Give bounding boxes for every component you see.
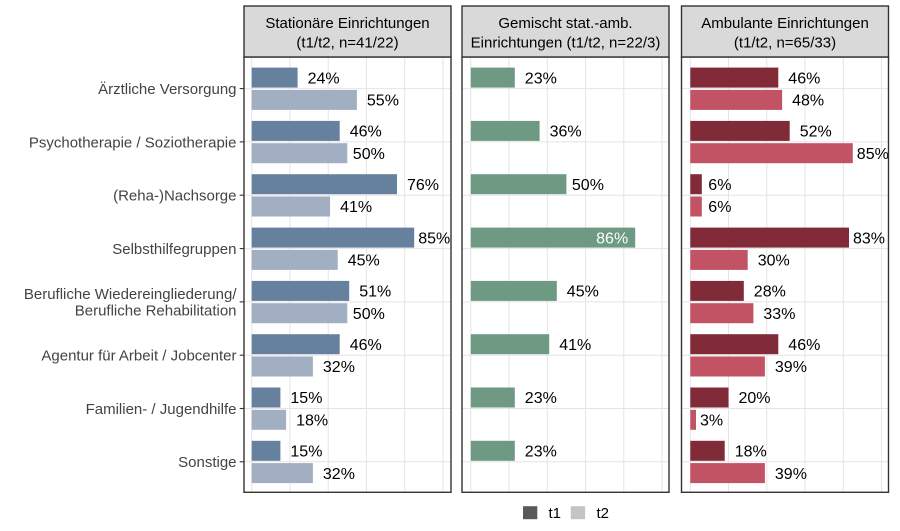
svg-text:18%: 18% [735,444,767,461]
svg-text:50%: 50% [353,306,385,323]
svg-text:33%: 33% [763,306,795,323]
svg-text:85%: 85% [857,146,889,163]
svg-text:t1: t1 [549,505,562,522]
svg-text:Ambulante Einrichtungen: Ambulante Einrichtungen [701,15,869,32]
svg-text:Familien- / Jugendhilfe: Familien- / Jugendhilfe [86,401,237,418]
svg-text:83%: 83% [853,230,885,247]
svg-text:(t1/t2, n=41/22): (t1/t2, n=41/22) [296,34,398,51]
svg-text:3%: 3% [700,413,723,430]
svg-text:50%: 50% [353,146,385,163]
svg-text:6%: 6% [708,177,731,194]
svg-text:(t1/t2, n=65/33): (t1/t2, n=65/33) [734,34,836,51]
svg-text:t2: t2 [597,505,610,522]
svg-text:32%: 32% [323,466,355,483]
svg-text:Agentur für Arbeit / Jobcenter: Agentur für Arbeit / Jobcenter [41,348,236,365]
svg-text:24%: 24% [308,70,340,87]
svg-text:6%: 6% [708,199,731,216]
svg-text:32%: 32% [323,359,355,376]
svg-text:46%: 46% [788,70,820,87]
svg-text:85%: 85% [418,230,450,247]
svg-text:46%: 46% [350,124,382,141]
svg-text:(Reha-)Nachsorge: (Reha-)Nachsorge [113,188,236,205]
svg-text:Stationäre Einrichtungen: Stationäre Einrichtungen [265,15,429,32]
svg-text:Gemischt stat.-amb.: Gemischt stat.-amb. [498,15,632,32]
svg-text:20%: 20% [739,390,771,407]
svg-text:39%: 39% [775,466,807,483]
svg-text:86%: 86% [596,230,628,247]
svg-text:76%: 76% [407,177,439,194]
svg-text:41%: 41% [340,199,372,216]
svg-text:39%: 39% [775,359,807,376]
svg-text:45%: 45% [348,253,380,270]
svg-text:23%: 23% [525,70,557,87]
svg-text:52%: 52% [800,124,832,141]
svg-text:Psychotherapie / Soziotherapie: Psychotherapie / Soziotherapie [29,134,237,151]
svg-text:46%: 46% [350,337,382,354]
svg-text:15%: 15% [290,390,322,407]
svg-text:36%: 36% [550,124,582,141]
svg-text:Einrichtungen (t1/t2, n=22/3): Einrichtungen (t1/t2, n=22/3) [471,34,661,51]
svg-text:18%: 18% [296,413,328,430]
svg-text:46%: 46% [788,337,820,354]
svg-text:Selbsthilfegruppen: Selbsthilfegruppen [112,241,236,258]
svg-text:15%: 15% [290,444,322,461]
svg-text:51%: 51% [359,284,391,301]
svg-text:45%: 45% [567,284,599,301]
svg-text:Berufliche Wiedereingliederung: Berufliche Wiedereingliederung/ [24,286,237,303]
svg-text:23%: 23% [525,390,557,407]
svg-text:55%: 55% [367,93,399,110]
svg-text:41%: 41% [559,337,591,354]
svg-text:30%: 30% [758,253,790,270]
svg-text:48%: 48% [792,93,824,110]
svg-text:50%: 50% [572,177,604,194]
svg-text:Ärztliche Versorgung: Ärztliche Versorgung [98,81,236,98]
svg-text:28%: 28% [754,284,786,301]
svg-text:23%: 23% [525,444,557,461]
svg-text:Berufliche Rehabilitation: Berufliche Rehabilitation [75,303,237,320]
svg-text:Sonstige: Sonstige [178,454,236,471]
